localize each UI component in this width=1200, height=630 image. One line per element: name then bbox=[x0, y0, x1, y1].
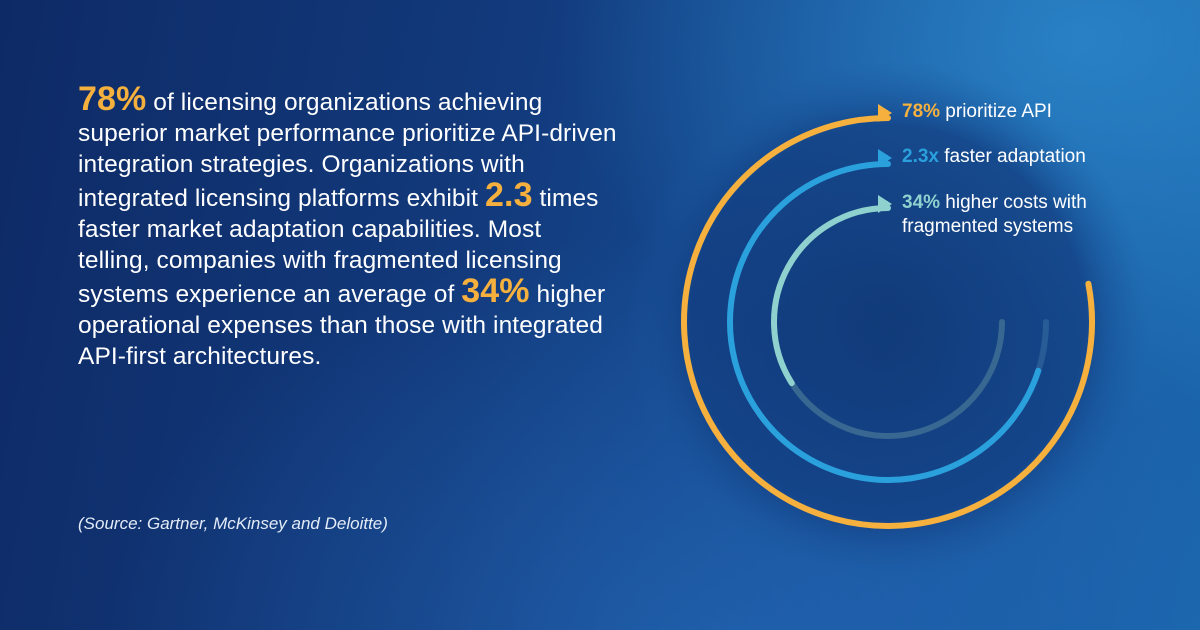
legend-value-adaptation: 2.3x bbox=[902, 146, 939, 167]
legend-label-adaptation: faster adaptation bbox=[938, 146, 1086, 167]
main-paragraph: 78% of licensing organizations achieving… bbox=[78, 82, 618, 372]
legend-label-costs: higher costs with fragmented systems bbox=[902, 192, 1087, 237]
paragraph-text-1: of licensing organizations achieving sup… bbox=[78, 89, 617, 212]
arrow-icon-costs bbox=[878, 195, 892, 213]
source-note: (Source: Gartner, McKinsey and Deloitte) bbox=[78, 514, 388, 533]
arrow-icon-adaptation bbox=[878, 149, 892, 167]
ring-arc-api bbox=[681, 115, 1095, 529]
legend-label-api: prioritize API bbox=[940, 101, 1052, 122]
stat-78-percent: 78% bbox=[78, 80, 147, 118]
stat-2-3: 2.3 bbox=[485, 176, 533, 214]
legend-value-api: 78% bbox=[902, 101, 941, 122]
chart-background-disc bbox=[626, 60, 1150, 584]
legend-item-costs: 34% higher costs with fragmented systems bbox=[902, 191, 1152, 239]
ring-group bbox=[681, 104, 1096, 529]
paragraph-text-2: times faster market adaptation capabilit… bbox=[78, 185, 599, 308]
paragraph-text-3: higher operational expenses than those w… bbox=[78, 281, 606, 370]
legend-item-api: 78% prioritize API bbox=[902, 100, 1052, 124]
ring-arc-adaptation bbox=[727, 161, 1042, 483]
legend-value-costs: 34% bbox=[902, 192, 941, 213]
ring-arc-costs bbox=[771, 205, 891, 387]
stat-34-percent: 34% bbox=[461, 272, 530, 310]
legend-item-adaptation: 2.3x faster adaptation bbox=[902, 145, 1086, 169]
ring-track-costs bbox=[788, 319, 1005, 439]
arrow-icon-api bbox=[878, 104, 892, 122]
